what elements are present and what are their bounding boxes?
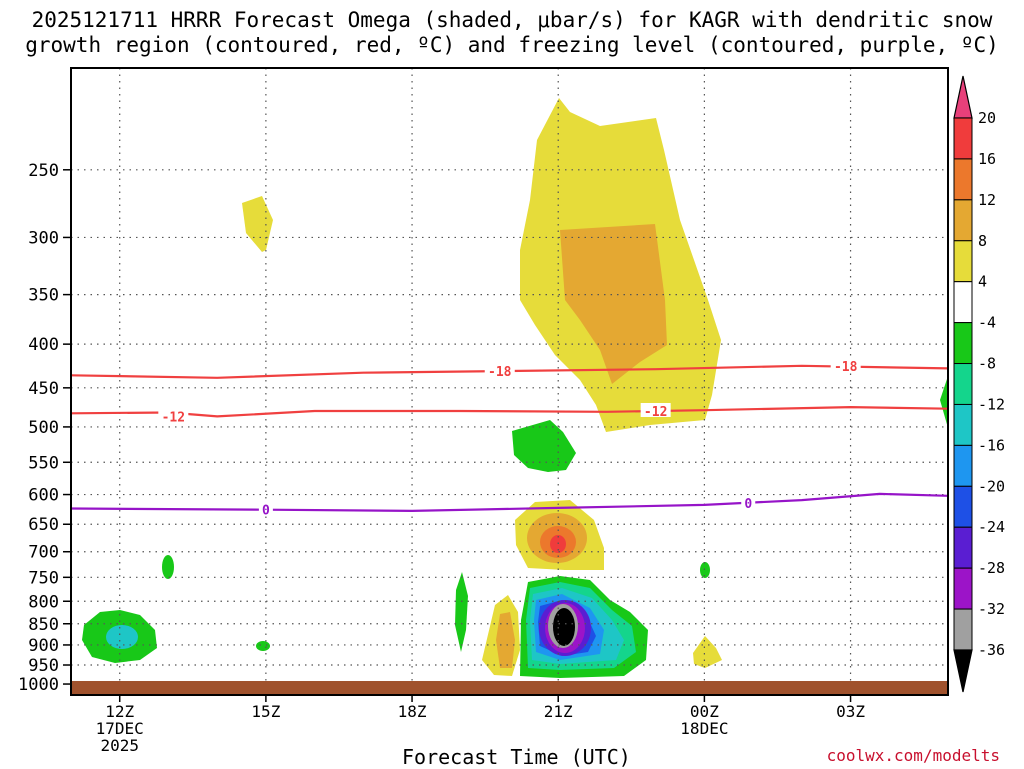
gridlines	[71, 68, 948, 695]
y-tick-label: 950	[28, 656, 59, 676]
contour-line	[71, 405, 948, 418]
y-tick-label: 850	[28, 615, 59, 635]
omega-region-right-edge	[940, 376, 948, 428]
x-tick-label: 17DEC	[96, 719, 144, 738]
omega-region-550mb-green	[512, 420, 576, 472]
colorbar-label: 4	[978, 273, 987, 291]
y-tick-label: 400	[28, 335, 59, 355]
x-tick-label: 00Z	[690, 702, 719, 721]
contour-label: -18	[488, 365, 512, 380]
contour-label: -12	[162, 410, 185, 425]
contour-label-bg	[158, 408, 189, 423]
colorbar-label: -24	[978, 518, 1005, 536]
y-tick-label: 450	[28, 379, 59, 399]
colorbar-swatch	[953, 403, 973, 446]
y-tick-label: 550	[28, 453, 59, 473]
contour-label-bg	[258, 501, 273, 516]
y-tick-label: 350	[28, 286, 59, 306]
colorbar-label: 12	[978, 191, 996, 209]
colorbar-label: -8	[978, 355, 996, 373]
contour-line	[71, 492, 948, 513]
y-tick-label: 750	[28, 568, 59, 588]
credit-link[interactable]: coolwx.com/modelts	[826, 746, 1000, 765]
colorbar-label: -36	[978, 641, 1005, 659]
colorbar-top-arrow	[953, 75, 973, 119]
y-tick-label: 900	[28, 636, 59, 656]
colorbar-label: 8	[978, 232, 987, 250]
colorbar-swatch	[953, 485, 973, 528]
omega-region-00z-yellow	[693, 636, 722, 668]
colorbar-swatch	[953, 158, 973, 201]
contour-lines	[71, 364, 948, 513]
omega-shading	[82, 98, 948, 678]
contour-label: -18	[834, 360, 858, 375]
contour-label: 0	[744, 497, 752, 512]
colorbar-label: -28	[978, 559, 1005, 577]
x-tick-label: 18Z	[398, 702, 427, 721]
colorbar-swatch	[953, 567, 973, 610]
contour-label: 0	[262, 504, 270, 519]
y-tick-label: 650	[28, 515, 59, 535]
colorbar-swatch	[953, 363, 973, 405]
contour-label-bg	[484, 362, 515, 377]
y-tick-label: 700	[28, 543, 59, 563]
colorbar-label: -4	[978, 314, 996, 332]
colorbar-swatch	[953, 444, 973, 487]
omega-region-19z-green	[455, 572, 468, 652]
colorbar-label: -12	[978, 395, 1005, 413]
y-tick-label: 300	[28, 228, 59, 248]
contour-label-bg	[830, 357, 861, 372]
ground-surface	[71, 681, 948, 695]
colorbar-swatch	[953, 608, 973, 651]
colorbar-label: 20	[978, 109, 996, 127]
colorbar-swatch	[953, 240, 973, 283]
colorbar-label: 16	[978, 150, 996, 168]
plot-frame	[70, 67, 949, 696]
y-tick-label: 1000	[18, 675, 59, 695]
y-tick-label: 250	[28, 161, 59, 181]
omega-region-speck-00z	[700, 562, 710, 578]
x-tick-label: 21Z	[544, 702, 573, 721]
contour-label-bg	[640, 403, 671, 418]
x-tick-label: 2025	[100, 736, 139, 755]
colorbar-label: -32	[978, 600, 1005, 618]
colorbar-swatch	[953, 322, 973, 365]
omega-region-low-west-8	[496, 612, 515, 668]
x-tick-label: 12Z	[105, 702, 134, 721]
colorbar-label: -20	[978, 477, 1005, 495]
colorbar: 20 16 12 8 4 -4 -8 -12 -16 -20 -24 -28 -32 -36	[953, 75, 1005, 693]
contour-labels: -18 -18 -12 -12 0 0	[158, 357, 861, 519]
contour-label-bg	[741, 495, 756, 510]
chart-title: 2025121711 HRRR Forecast Omega (shaded, …	[25, 8, 999, 57]
colorbar-swatch	[953, 117, 973, 160]
contour-label: -12	[644, 405, 667, 420]
colorbar-label: -16	[978, 436, 1005, 454]
omega-region-speck-15z	[256, 641, 270, 651]
y-tick-label: 600	[28, 486, 59, 506]
omega-region-upper-plume-8	[560, 224, 667, 384]
colorbar-swatch	[953, 526, 973, 569]
x-tick-label: 15Z	[251, 702, 280, 721]
y-axis: 2503003504004505005506006507007508008509…	[18, 161, 71, 695]
colorbar-bottom-arrow	[953, 649, 973, 693]
y-tick-label: 800	[28, 592, 59, 612]
colorbar-swatch	[953, 199, 973, 242]
omega-region-speck-13z	[162, 555, 174, 579]
omega-region-low-black	[553, 608, 575, 646]
omega-region-12z-cyan	[106, 625, 138, 649]
x-tick-label: 18DEC	[680, 719, 728, 738]
omega-region-15z-aloft	[242, 196, 273, 252]
y-tick-label: 500	[28, 418, 59, 438]
x-tick-label: 03Z	[836, 702, 865, 721]
colorbar-swatch	[953, 281, 973, 324]
